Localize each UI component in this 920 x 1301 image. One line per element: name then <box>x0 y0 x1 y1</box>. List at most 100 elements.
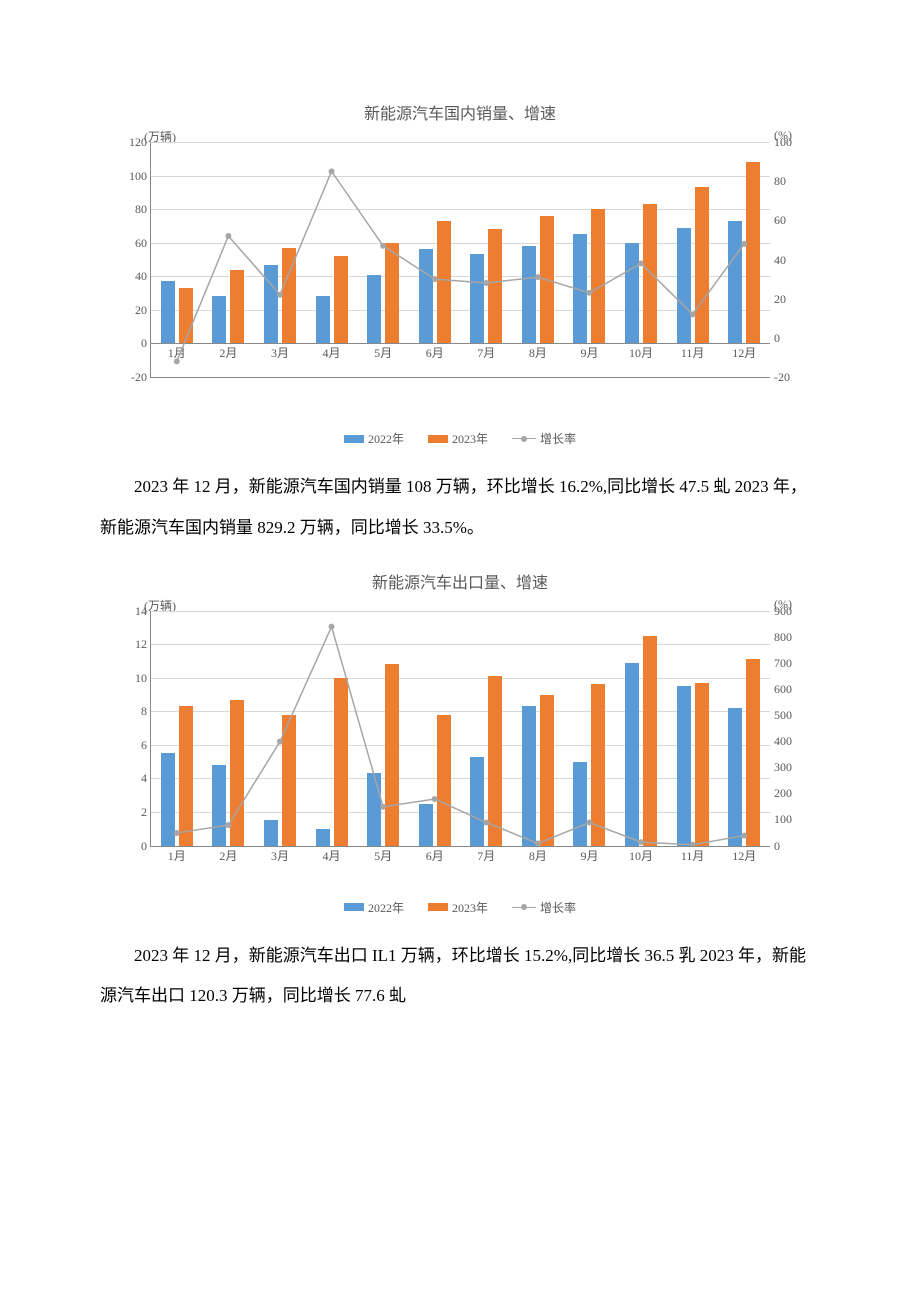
legend-2023: 2023年 <box>428 430 488 447</box>
y-left-tick: 8 <box>107 704 147 719</box>
bar-2023 <box>591 209 605 343</box>
bar-2023 <box>437 221 451 344</box>
bar-group <box>470 142 502 377</box>
bar-2022 <box>264 265 278 344</box>
x-tick: 1月 <box>168 847 186 864</box>
y-left-tick: 2 <box>107 805 147 820</box>
x-tick: 6月 <box>426 344 444 361</box>
y-right-tick: 300 <box>774 760 814 775</box>
x-tick: 3月 <box>271 847 289 864</box>
y-left-tick: 80 <box>107 202 147 217</box>
y-right-tick: 800 <box>774 630 814 645</box>
chart2-plot-area: 0246810121401002003004005006007008009001… <box>150 611 770 847</box>
bar-2022 <box>573 234 587 343</box>
bar-group <box>625 611 657 846</box>
bar-2022 <box>728 708 742 846</box>
bar-2023 <box>540 695 554 846</box>
y-left-tick: 14 <box>107 604 147 619</box>
y-left-tick: 4 <box>107 771 147 786</box>
y-left-tick: 12 <box>107 637 147 652</box>
legend-swatch-2022 <box>344 903 364 911</box>
x-tick: 5月 <box>374 344 392 361</box>
y-right-tick: 60 <box>774 213 814 228</box>
y-left-tick: 10 <box>107 671 147 686</box>
bar-2023 <box>643 204 657 343</box>
x-tick: 9月 <box>580 847 598 864</box>
y-right-tick: 100 <box>774 135 814 150</box>
y-left-tick: 0 <box>107 839 147 854</box>
y-right-tick: 200 <box>774 786 814 801</box>
bar-2022 <box>522 706 536 845</box>
chart1-title: 新能源汽车国内销量、增速 <box>100 100 820 124</box>
bar-2022 <box>470 254 484 343</box>
y-right-tick: 500 <box>774 708 814 723</box>
bar-2022 <box>677 686 691 845</box>
legend-swatch-2023 <box>428 435 448 443</box>
y-left-tick: 20 <box>107 303 147 318</box>
y-left-tick: 0 <box>107 336 147 351</box>
bar-group <box>316 142 348 377</box>
x-tick: 4月 <box>323 344 341 361</box>
x-tick: 8月 <box>529 847 547 864</box>
x-tick: 3月 <box>271 344 289 361</box>
x-tick: 10月 <box>629 847 653 864</box>
bar-2022 <box>677 228 691 344</box>
legend-growth: 增长率 <box>512 899 576 916</box>
x-tick: 2月 <box>219 344 237 361</box>
y-right-tick: -20 <box>774 370 814 385</box>
bar-2023 <box>746 659 760 845</box>
bar-group <box>625 142 657 377</box>
y-right-tick: 80 <box>774 174 814 189</box>
legend-2023: 2023年 <box>428 899 488 916</box>
bar-group <box>212 611 244 846</box>
bar-2023 <box>591 684 605 845</box>
y-right-tick: 40 <box>774 253 814 268</box>
legend-swatch-2023 <box>428 903 448 911</box>
bar-group <box>316 611 348 846</box>
y-right-tick: 100 <box>774 812 814 827</box>
x-tick: 6月 <box>426 847 444 864</box>
document-page: 新能源汽车国内销量、增速 (万辆) (%) -20020406080100120… <box>0 0 920 1097</box>
bar-group <box>419 142 451 377</box>
y-left-tick: 120 <box>107 135 147 150</box>
bar-2023 <box>385 243 399 344</box>
bar-group <box>522 142 554 377</box>
x-tick: 7月 <box>477 344 495 361</box>
bar-group <box>161 142 193 377</box>
bar-2022 <box>212 296 226 343</box>
export-chart: 新能源汽车出口量、增速 (万辆) (%) 0246810121401002003… <box>100 569 820 916</box>
bar-2023 <box>695 187 709 343</box>
legend-2022: 2022年 <box>344 430 404 447</box>
legend-line-icon <box>512 907 536 908</box>
legend-label-growth: 增长率 <box>540 430 576 447</box>
bar-2023 <box>746 162 760 343</box>
x-tick: 8月 <box>529 344 547 361</box>
chart2-title: 新能源汽车出口量、增速 <box>100 569 820 593</box>
y-left-tick: 6 <box>107 738 147 753</box>
bar-group <box>367 611 399 846</box>
y-right-tick: 0 <box>774 331 814 346</box>
bar-group <box>470 611 502 846</box>
y-left-tick: -20 <box>107 370 147 385</box>
bar-2022 <box>470 757 484 846</box>
bar-group <box>367 142 399 377</box>
y-right-tick: 0 <box>774 839 814 854</box>
bar-group <box>419 611 451 846</box>
x-tick: 7月 <box>477 847 495 864</box>
bar-2023 <box>334 256 348 343</box>
bar-2022 <box>522 246 536 343</box>
bar-group <box>573 611 605 846</box>
y-left-tick: 40 <box>107 269 147 284</box>
bar-2022 <box>728 221 742 344</box>
bar-group <box>677 611 709 846</box>
bar-2022 <box>625 243 639 344</box>
legend-line-icon <box>512 438 536 439</box>
chart2-body: (万辆) (%) 0246810121401002003004005006007… <box>100 597 820 897</box>
y-right-tick: 400 <box>774 734 814 749</box>
bar-2023 <box>179 288 193 343</box>
bar-group <box>728 611 760 846</box>
domestic-sales-chart: 新能源汽车国内销量、增速 (万辆) (%) -20020406080100120… <box>100 100 820 447</box>
legend-label-2023: 2023年 <box>452 430 488 447</box>
bar-group <box>264 142 296 377</box>
bar-group <box>677 142 709 377</box>
